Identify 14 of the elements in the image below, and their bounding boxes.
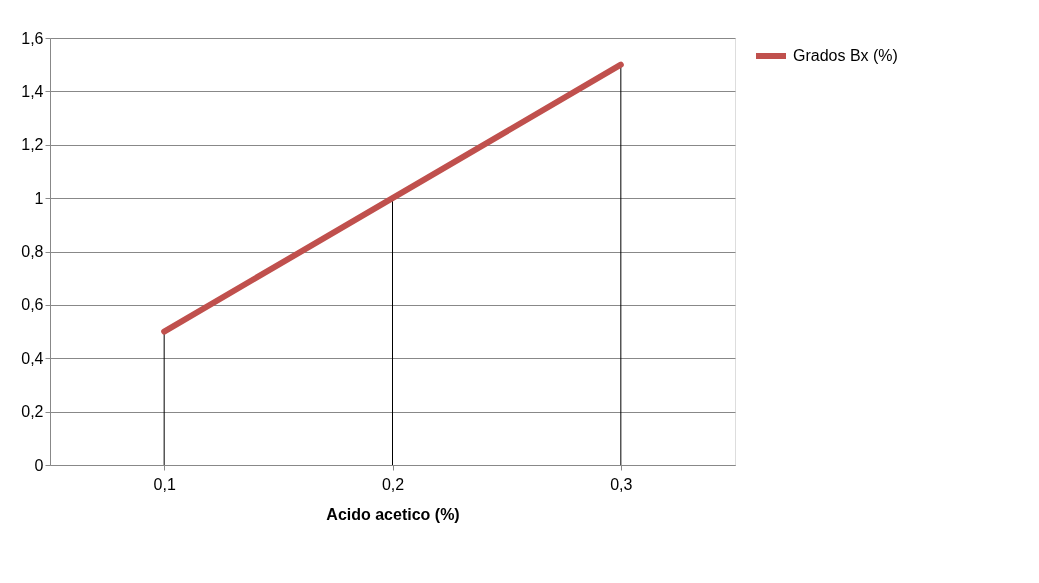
x-axis-title: Acido acetico (%) (326, 505, 460, 523)
y-tick-label: 0,8 (21, 243, 44, 260)
y-tick-label: 1,2 (21, 136, 44, 154)
y-tick-label: 0,4 (21, 349, 44, 367)
y-tick-label: 1,4 (21, 82, 44, 100)
y-tick-label: 0,6 (21, 296, 44, 314)
y-tick-label: 1 (34, 189, 44, 207)
x-tick-label: 0,1 (153, 475, 176, 493)
y-tick-label: 1,6 (21, 29, 44, 47)
y-tick-label: 0,2 (21, 403, 44, 421)
y-tick-label: 0 (34, 456, 44, 474)
x-tick-label: 0,3 (610, 475, 633, 493)
x-tick-label: 0,2 (381, 475, 405, 493)
legend-label: Grados Bx (%) (793, 47, 898, 64)
